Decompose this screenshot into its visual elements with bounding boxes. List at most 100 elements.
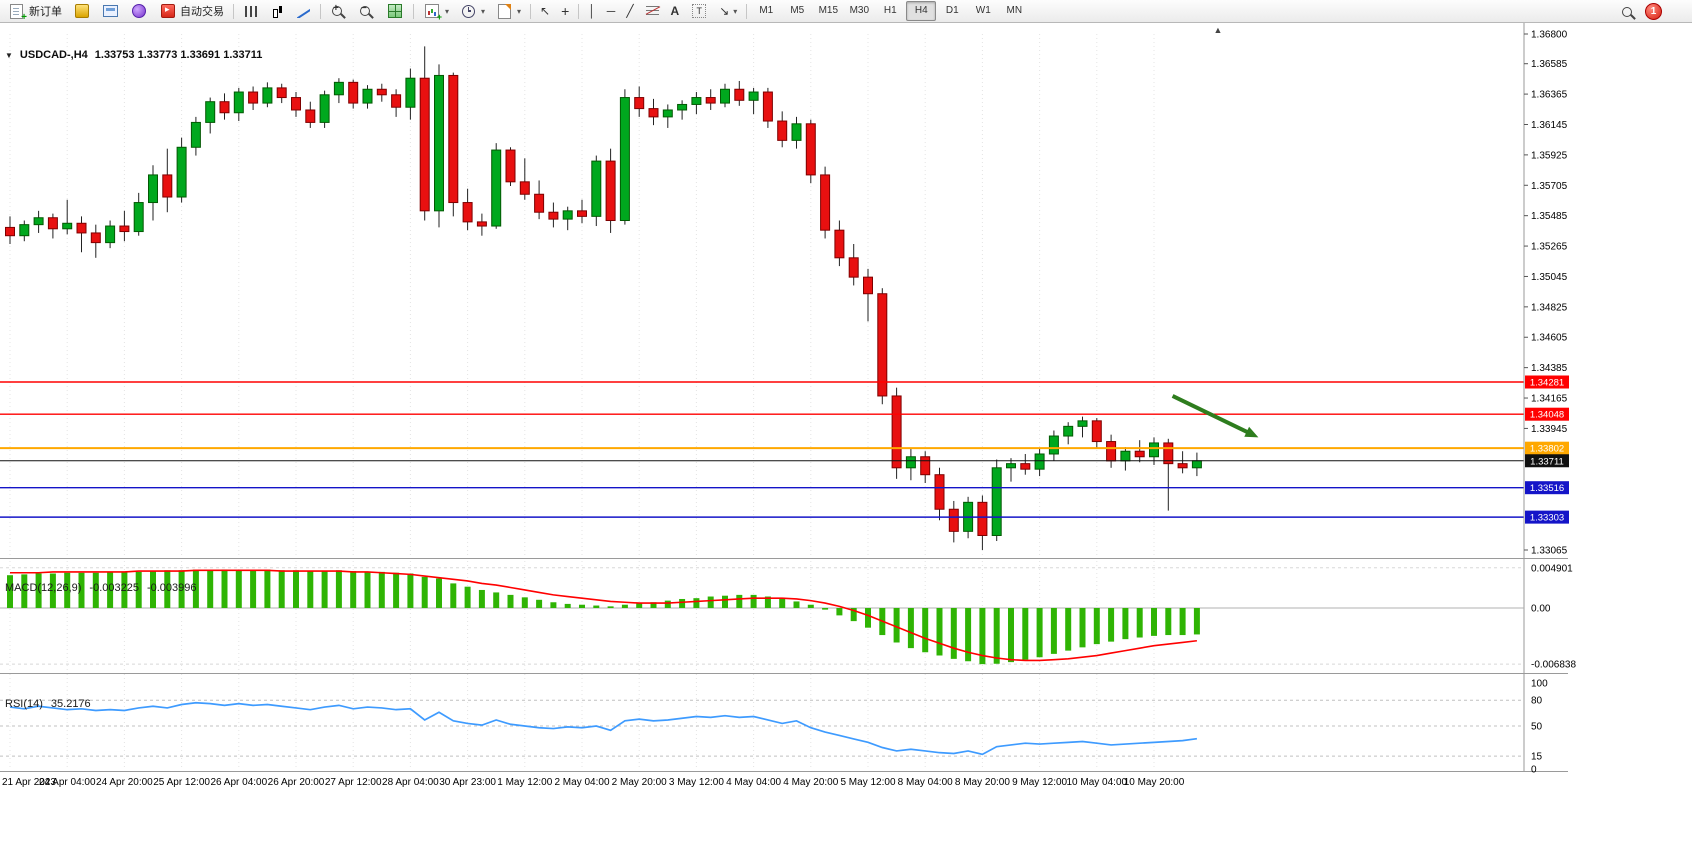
chart-shift-marker[interactable]: ▲ — [1214, 25, 1223, 35]
timeframe-m30-button[interactable]: M30 — [849, 5, 870, 16]
candle-bear — [920, 456, 931, 476]
price-tag-1.33303: 1.33303 — [1525, 510, 1569, 524]
price-tick-label: 1.34165 — [1531, 394, 1568, 405]
timeframe-m1-button[interactable]: M1 — [759, 5, 774, 16]
candle-bull — [1063, 425, 1074, 437]
data-window-button[interactable] — [97, 0, 124, 22]
candle-bull — [1149, 442, 1159, 458]
candle-bear — [705, 97, 716, 104]
market-watch-icon — [75, 4, 89, 18]
candle-bull — [205, 101, 216, 123]
candle-bear — [476, 221, 487, 227]
candle-bear — [1177, 463, 1188, 469]
candle-bear — [805, 123, 816, 176]
price-tick-label: 1.34605 — [1531, 333, 1568, 344]
candlestick-chart-button[interactable] — [265, 0, 290, 22]
panel-separators — [0, 558, 1568, 772]
candle-bear — [1134, 450, 1145, 458]
candle-bear — [90, 232, 101, 244]
autotrading-icon — [161, 4, 175, 18]
price-tick-label: 1.33065 — [1531, 546, 1568, 557]
candle-bear — [934, 474, 945, 510]
zoom-out-icon — [360, 3, 370, 16]
cursor-button[interactable]: ↖ — [535, 0, 555, 22]
candle-bear — [777, 120, 788, 141]
candle-bear — [291, 97, 301, 111]
market-watch-button[interactable] — [68, 0, 96, 22]
time-tick-label: 2 May 04:00 — [554, 777, 609, 788]
timeframe-m15-button[interactable]: M15 — [818, 5, 839, 16]
fibonacci-button[interactable] — [640, 0, 665, 22]
horizontal-line-button[interactable]: ─ — [602, 0, 621, 22]
time-tick-label: 1 May 12:00 — [497, 777, 552, 788]
candle-bear — [419, 77, 430, 212]
candle-bull — [133, 202, 144, 233]
candle-bull — [1191, 460, 1202, 469]
candle-bear — [548, 211, 559, 220]
timeframe-h4-button[interactable]: H4 — [906, 1, 937, 21]
candle-bear — [248, 91, 259, 104]
price-tick-label: 1.35705 — [1531, 181, 1568, 192]
new-order-label: 新订单 — [29, 6, 62, 18]
timeframe-h1-button[interactable]: H1 — [883, 5, 897, 16]
candle-bear — [119, 225, 130, 233]
candle-bear — [1163, 442, 1174, 465]
time-tick-label: 28 Apr 04:00 — [382, 777, 439, 788]
horizontal-line-icon: ─ — [606, 4, 616, 18]
chevron-down-icon: ▾ — [481, 6, 486, 16]
candle-bull — [677, 103, 688, 111]
autotrading-button[interactable]: 自动交易 — [154, 0, 229, 22]
candlestick-chart-icon — [271, 5, 284, 18]
rsi-panel: 100 80 50 15 0 — [0, 679, 1548, 776]
candle-bear — [1020, 463, 1031, 470]
templates-button[interactable]: ▾ — [491, 0, 526, 22]
tile-windows-button[interactable] — [381, 0, 409, 22]
candle-bear — [834, 229, 845, 259]
chevron-down-icon: ▾ — [517, 6, 522, 16]
new-order-icon — [10, 4, 27, 23]
level-lines — [0, 381, 1524, 518]
candle-bear — [5, 226, 15, 237]
chart-canvas[interactable]: 1.36800 1.36585 1.36365 1.36145 1.35925 1.357… — [0, 23, 1692, 855]
rsi-line — [9, 701, 1198, 756]
time-tick-label: 25 Apr 12:00 — [153, 777, 210, 788]
zoom-in-button[interactable] — [325, 0, 352, 22]
zoom-out-button[interactable] — [353, 0, 380, 22]
arrow-tools-button[interactable]: ↘ ▾ — [714, 0, 742, 22]
navigator-button[interactable] — [125, 0, 153, 22]
periods-button[interactable]: ▾ — [455, 0, 490, 22]
new-order-button[interactable]: 新订单 — [4, 0, 67, 23]
search-icon[interactable] — [1622, 7, 1632, 17]
candle-bear — [162, 174, 173, 198]
text-button[interactable]: A — [666, 0, 685, 22]
candle-bull — [362, 88, 373, 104]
time-tick-label: 8 May 20:00 — [955, 777, 1010, 788]
timeframe-m5-button[interactable]: M5 — [790, 5, 805, 16]
candle-bear — [376, 88, 387, 96]
vertical-line-button[interactable]: │ — [583, 0, 601, 22]
price-tag-1.33711: 1.33711 — [1525, 454, 1569, 468]
candle-bear — [348, 81, 359, 104]
candle-bull — [1048, 435, 1059, 455]
indicators-button[interactable]: ▾ — [418, 0, 454, 22]
line-chart-icon — [297, 5, 310, 18]
arrow-annotation[interactable] — [1171, 394, 1259, 438]
candle-bear — [948, 508, 959, 532]
line-chart-button[interactable] — [291, 0, 316, 22]
time-tick-label: 10 May 20:00 — [1124, 777, 1185, 788]
timeframe-mn-button[interactable]: MN — [1006, 5, 1023, 16]
candle-bear — [219, 101, 230, 114]
crosshair-button[interactable]: + — [556, 0, 574, 22]
text-label-button[interactable]: T — [685, 0, 713, 22]
price-tick-label: 1.35265 — [1531, 242, 1568, 253]
bar-chart-button[interactable] — [238, 0, 264, 22]
timeframe-d1-button[interactable]: D1 — [945, 5, 959, 16]
candle-bull — [19, 224, 30, 237]
time-tick-label: 26 Apr 04:00 — [210, 777, 267, 788]
one-click-trading-toggle[interactable]: ▼ — [5, 50, 13, 60]
timeframe-w1-button[interactable]: W1 — [975, 5, 991, 16]
notification-badge[interactable]: 1 — [1645, 2, 1662, 20]
trendline-button[interactable]: ╱ — [621, 0, 638, 22]
candle-bull — [562, 210, 573, 220]
templates-icon — [498, 3, 512, 19]
